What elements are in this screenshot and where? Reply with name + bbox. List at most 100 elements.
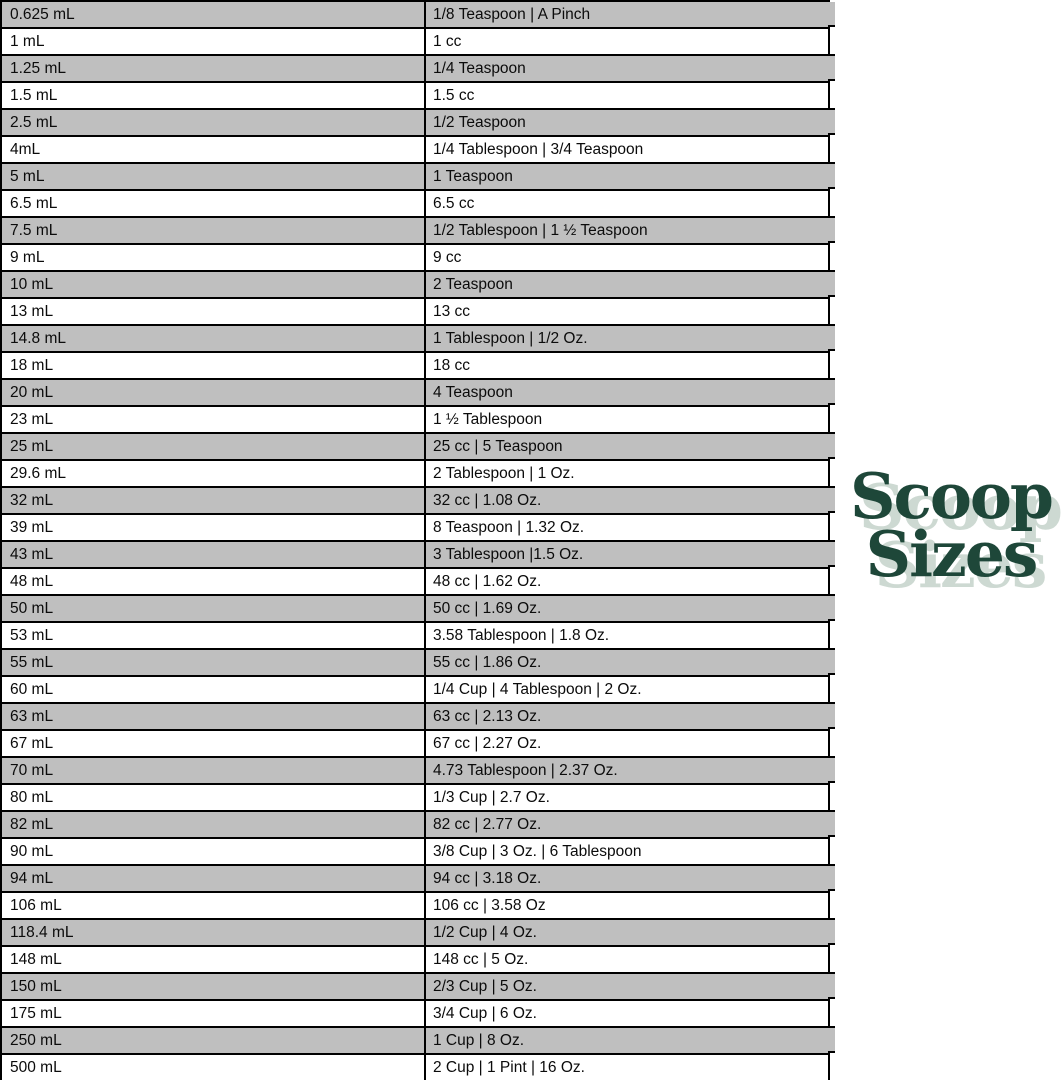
cell-conversion: 1/8 Teaspoon | A Pinch: [424, 2, 828, 27]
cell-milliliters: 23 mL: [10, 410, 54, 428]
cell-milliliters: 94 mL: [10, 869, 54, 887]
conversion-table: 0.625 mL 1/8 Teaspoon | A Pinch 1 mL 1 cc 1.…: [0, 0, 835, 1080]
cell-milliliters: 50 mL: [10, 599, 54, 617]
cell-conversion: 1 ½ Tablespoon: [424, 407, 828, 432]
cell-conversion: 1 cc: [424, 29, 828, 54]
logo-line-1: Scoop: [850, 459, 1054, 533]
cell-milliliters: 250 mL: [10, 1031, 62, 1049]
cell-conversion: 2 Cup | 1 Pint | 16 Oz.: [424, 1055, 828, 1080]
table-row: 250 mL 1 Cup | 8 Oz.: [2, 1026, 835, 1055]
cell-conversion: 4.73 Tablespoon | 2.37 Oz.: [424, 758, 828, 783]
table-row: 4mL 1/4 Tablespoon | 3/4 Teaspoon: [2, 137, 828, 164]
cell-conversion: 2/3 Cup | 5 Oz.: [424, 974, 828, 999]
cell-milliliters: 48 mL: [10, 572, 54, 590]
table-row: 67 mL 67 cc | 2.27 Oz.: [2, 731, 828, 758]
cell-milliliters: 20 mL: [10, 383, 54, 401]
table-row: 48 mL 48 cc | 1.62 Oz.: [2, 569, 828, 596]
cell-conversion: 1.5 cc: [424, 83, 828, 108]
table-row: 1.25 mL 1/4 Teaspoon: [2, 54, 835, 83]
table-row: 53 mL 3.58 Tablespoon | 1.8 Oz.: [2, 623, 828, 650]
cell-conversion: 1/3 Cup | 2.7 Oz.: [424, 785, 828, 810]
cell-conversion: 1/4 Tablespoon | 3/4 Teaspoon: [424, 137, 828, 162]
cell-milliliters: 13 mL: [10, 302, 54, 320]
cell-milliliters: 150 mL: [10, 977, 62, 995]
cell-conversion: 13 cc: [424, 299, 828, 324]
cell-milliliters: 53 mL: [10, 626, 54, 644]
table-row: 94 mL 94 cc | 3.18 Oz.: [2, 864, 835, 893]
table-row: 1 mL 1 cc: [2, 29, 828, 56]
table-row: 7.5 mL 1/2 Tablespoon | 1 ½ Teaspoon: [2, 216, 835, 245]
table-row: 43 mL 3 Tablespoon |1.5 Oz.: [2, 540, 835, 569]
table-row: 25 mL 25 cc | 5 Teaspoon: [2, 432, 835, 461]
cell-conversion: 1/2 Tablespoon | 1 ½ Teaspoon: [424, 218, 828, 243]
table-row: 90 mL 3/8 Cup | 3 Oz. | 6 Tablespoon: [2, 839, 828, 866]
cell-milliliters: 25 mL: [10, 437, 54, 455]
table-row: 70 mL 4.73 Tablespoon | 2.37 Oz.: [2, 756, 835, 785]
cell-conversion: 1/4 Teaspoon: [424, 56, 828, 81]
table-row: 10 mL 2 Teaspoon: [2, 270, 835, 299]
cell-conversion: 18 cc: [424, 353, 828, 378]
table-row: 0.625 mL 1/8 Teaspoon | A Pinch: [2, 2, 835, 29]
cell-milliliters: 5 mL: [10, 167, 45, 185]
table-row: 39 mL 8 Teaspoon | 1.32 Oz.: [2, 515, 828, 542]
cell-conversion: 1 Tablespoon | 1/2 Oz.: [424, 326, 828, 351]
table-row: 20 mL 4 Teaspoon: [2, 378, 835, 407]
table-row: 118.4 mL 1/2 Cup | 4 Oz.: [2, 918, 835, 947]
cell-milliliters: 63 mL: [10, 707, 54, 725]
table-row: 14.8 mL 1 Tablespoon | 1/2 Oz.: [2, 324, 835, 353]
table-row: 5 mL 1 Teaspoon: [2, 162, 835, 191]
cell-conversion: 50 cc | 1.69 Oz.: [424, 596, 828, 621]
table-row: 500 mL 2 Cup | 1 Pint | 16 Oz.: [2, 1055, 828, 1080]
cell-conversion: 6.5 cc: [424, 191, 828, 216]
table-row: 18 mL 18 cc: [2, 353, 828, 380]
cell-milliliters: 90 mL: [10, 842, 54, 860]
cell-milliliters: 43 mL: [10, 545, 54, 563]
cell-conversion: 4 Teaspoon: [424, 380, 828, 405]
cell-milliliters: 148 mL: [10, 950, 62, 968]
cell-milliliters: 4mL: [10, 140, 41, 158]
cell-milliliters: 55 mL: [10, 653, 54, 671]
cell-milliliters: 60 mL: [10, 680, 54, 698]
cell-milliliters: 14.8 mL: [10, 329, 67, 347]
cell-milliliters: 67 mL: [10, 734, 54, 752]
cell-conversion: 3/4 Cup | 6 Oz.: [424, 1001, 828, 1026]
cell-milliliters: 2.5 mL: [10, 113, 58, 131]
cell-conversion: 2 Teaspoon: [424, 272, 828, 297]
table-row: 148 mL 148 cc | 5 Oz.: [2, 947, 828, 974]
cell-conversion: 82 cc | 2.77 Oz.: [424, 812, 828, 837]
cell-milliliters: 118.4 mL: [10, 923, 74, 941]
table-row: 6.5 mL 6.5 cc: [2, 191, 828, 218]
table-row: 32 mL 32 cc | 1.08 Oz.: [2, 486, 835, 515]
table-row: 2.5 mL 1/2 Teaspoon: [2, 108, 835, 137]
cell-conversion: 3 Tablespoon |1.5 Oz.: [424, 542, 828, 567]
cell-milliliters: 82 mL: [10, 815, 54, 833]
cell-conversion: 148 cc | 5 Oz.: [424, 947, 828, 972]
cell-milliliters: 18 mL: [10, 356, 54, 374]
cell-conversion: 63 cc | 2.13 Oz.: [424, 704, 828, 729]
cell-milliliters: 9 mL: [10, 248, 45, 266]
cell-milliliters: 106 mL: [10, 896, 62, 914]
cell-milliliters: 7.5 mL: [10, 221, 58, 239]
table-row: 50 mL 50 cc | 1.69 Oz.: [2, 594, 835, 623]
cell-milliliters: 29.6 mL: [10, 464, 67, 482]
cell-conversion: 2 Tablespoon | 1 Oz.: [424, 461, 828, 486]
table-row: 55 mL 55 cc | 1.86 Oz.: [2, 648, 835, 677]
table-row: 80 mL 1/3 Cup | 2.7 Oz.: [2, 785, 828, 812]
cell-milliliters: 0.625 mL: [10, 5, 75, 23]
cell-milliliters: 175 mL: [10, 1004, 62, 1022]
cell-conversion: 48 cc | 1.62 Oz.: [424, 569, 828, 594]
cell-conversion: 1/2 Cup | 4 Oz.: [424, 920, 828, 945]
table-row: 175 mL 3/4 Cup | 6 Oz.: [2, 1001, 828, 1028]
table-row: 9 mL 9 cc: [2, 245, 828, 272]
cell-conversion: 3.58 Tablespoon | 1.8 Oz.: [424, 623, 828, 648]
cell-conversion: 1 Teaspoon: [424, 164, 828, 189]
scoop-sizes-logo: Scoop Sizes: [842, 459, 1060, 586]
table-row: 13 mL 13 cc: [2, 299, 828, 326]
table-row: 29.6 mL 2 Tablespoon | 1 Oz.: [2, 461, 828, 488]
cell-milliliters: 6.5 mL: [10, 194, 58, 212]
cell-conversion: 55 cc | 1.86 Oz.: [424, 650, 828, 675]
table-row: 63 mL 63 cc | 2.13 Oz.: [2, 702, 835, 731]
table-row: 1.5 mL 1.5 cc: [2, 83, 828, 110]
cell-milliliters: 1.25 mL: [10, 59, 67, 77]
